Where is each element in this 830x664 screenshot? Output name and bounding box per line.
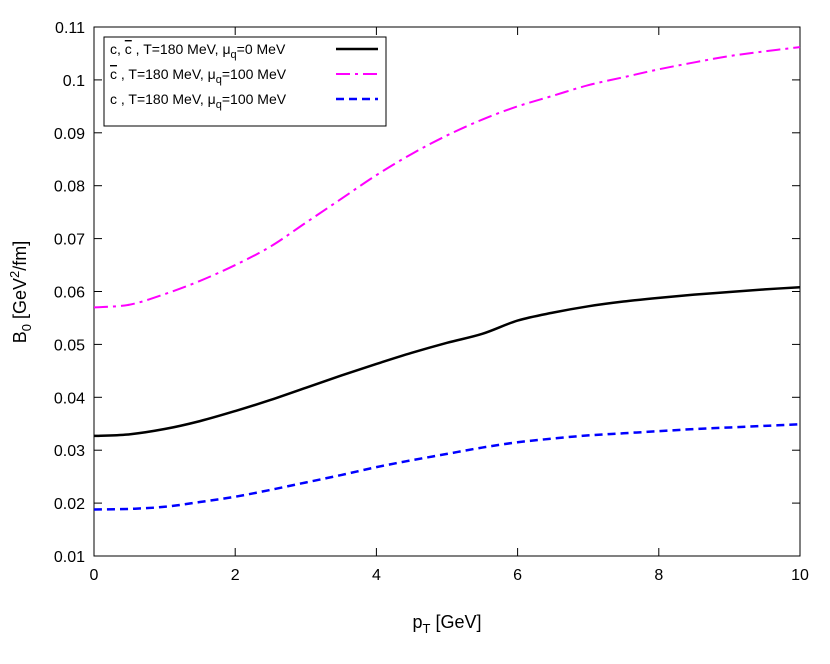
series-line-1 [93, 286, 801, 438]
series-line-3 [93, 423, 801, 511]
legend-box [103, 36, 387, 127]
y-tick-label: 0.1 [63, 73, 85, 90]
x-axis-label: pT [GeV] [413, 612, 482, 636]
x-tick-label: 4 [372, 567, 381, 584]
legend-label-1: c, c , T=180 MeV, μq=0 MeV [110, 41, 286, 61]
x-tick-label: 8 [654, 567, 663, 584]
legend: c, c , T=180 MeV, μq=0 MeV c , T=180 MeV,… [103, 36, 387, 127]
x-tick-label: 6 [513, 567, 522, 584]
legend-label-3: c , T=180 MeV, μq=100 MeV [110, 91, 287, 111]
x-tick-label: 0 [90, 567, 99, 584]
y-tick-label: 0.03 [54, 443, 85, 460]
y-tick-label: 0.05 [54, 337, 85, 354]
y-axis-label: B0 [GeV2/fm] [7, 241, 34, 344]
y-tick-label: 0.04 [54, 390, 85, 407]
y-tick-label: 0.07 [54, 232, 85, 249]
y-tick-label: 0.06 [54, 285, 85, 302]
y-tick-label: 0.01 [54, 549, 85, 566]
y-tick-label: 0.11 [55, 20, 85, 37]
y-tick-label: 0.02 [54, 496, 85, 513]
x-tick-label: 2 [231, 567, 240, 584]
x-tick-label: 10 [791, 567, 809, 584]
ticks: 0 2 4 6 8 10 0.01 0.02 0.03 0.04 0.05 0.06 0.07 0.08 0… [54, 20, 809, 584]
y-tick-label: 0.09 [54, 126, 85, 143]
legend-label-2: c , T=180 MeV, μq=100 MeV [110, 66, 287, 86]
series-line-2 [93, 46, 801, 309]
y-tick-label: 0.08 [54, 179, 85, 196]
series-group [93, 46, 801, 511]
